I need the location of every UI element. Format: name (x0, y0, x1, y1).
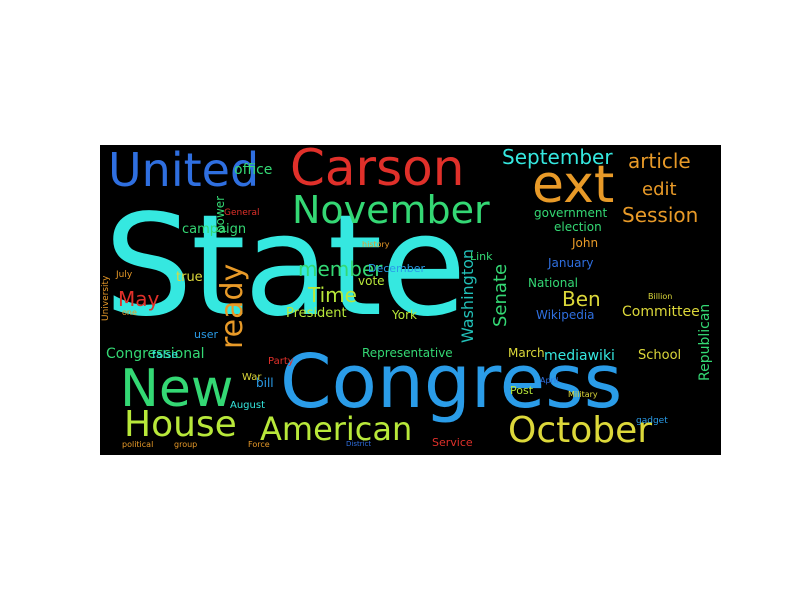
word-campaign: campaign (182, 222, 247, 237)
word-false: false (152, 348, 179, 361)
word-senate: Senate (490, 263, 511, 327)
word-carson: Carson (290, 145, 465, 197)
word-november: November (292, 188, 490, 232)
word-force: Force (248, 440, 270, 449)
word-congressional: Congressional (106, 346, 205, 362)
word-united: United (108, 145, 260, 197)
word-district: District (346, 440, 372, 448)
word-university: University (101, 275, 111, 321)
word-party: Party (268, 356, 294, 367)
word-december: December (368, 262, 426, 275)
word-january: January (548, 256, 594, 270)
word-republican: Republican (697, 303, 713, 381)
word-may: May (118, 287, 160, 311)
word-representative: Representative (362, 346, 453, 360)
word-july: July (116, 270, 133, 280)
word-time: Time (308, 283, 357, 307)
word-post: Post (510, 384, 534, 397)
word-american: American (260, 410, 413, 448)
word-school: School (638, 348, 682, 363)
word-john: John (572, 236, 599, 250)
word-political: political (122, 440, 154, 449)
word-edit: edit (642, 179, 677, 200)
word-war: War (242, 372, 262, 383)
word-march: March (508, 346, 545, 360)
word-one: one (122, 308, 137, 317)
word-group: group (174, 440, 198, 449)
word-committee: Committee (622, 304, 700, 320)
word-history: history (362, 240, 390, 249)
word-ext: ext (532, 155, 615, 215)
word-congress: Congress (280, 339, 623, 425)
word-general: General (224, 208, 260, 218)
word-user: user (194, 328, 218, 341)
word-president: President (286, 306, 347, 321)
word-washington: Washington (458, 248, 477, 343)
word-service: Service (432, 436, 473, 449)
word-vote: vote (358, 274, 385, 288)
word-april: April (540, 376, 559, 385)
word-bill: bill (256, 376, 274, 390)
word-ben: Ben (562, 287, 601, 311)
word-session: Session (622, 203, 699, 227)
word-election: election (554, 220, 602, 234)
word-october: October (508, 410, 653, 451)
word-wikipedia: Wikipedia (536, 308, 595, 322)
word-article: article (628, 149, 691, 173)
word-link: Link (470, 250, 493, 263)
word-gadget: gadget (636, 416, 668, 426)
word-member: member (298, 257, 383, 281)
word-billion: Billion (648, 292, 673, 301)
word-national: National (528, 276, 579, 290)
word-new: New (120, 359, 234, 419)
word-military: Military (568, 390, 598, 399)
word-august: August (230, 400, 265, 411)
word-true: true (176, 270, 203, 285)
word-office: office (234, 162, 273, 178)
word-september: September (502, 145, 613, 169)
word-mediawiki: mediawiki (544, 348, 615, 364)
word-york: York (392, 308, 417, 322)
word-state: State (104, 185, 467, 348)
word-house: House (124, 404, 237, 445)
word-ready: ready (215, 263, 250, 349)
word-cloud: State Congress Carson United New ext Nov… (100, 145, 721, 455)
word-government: government (534, 206, 608, 220)
